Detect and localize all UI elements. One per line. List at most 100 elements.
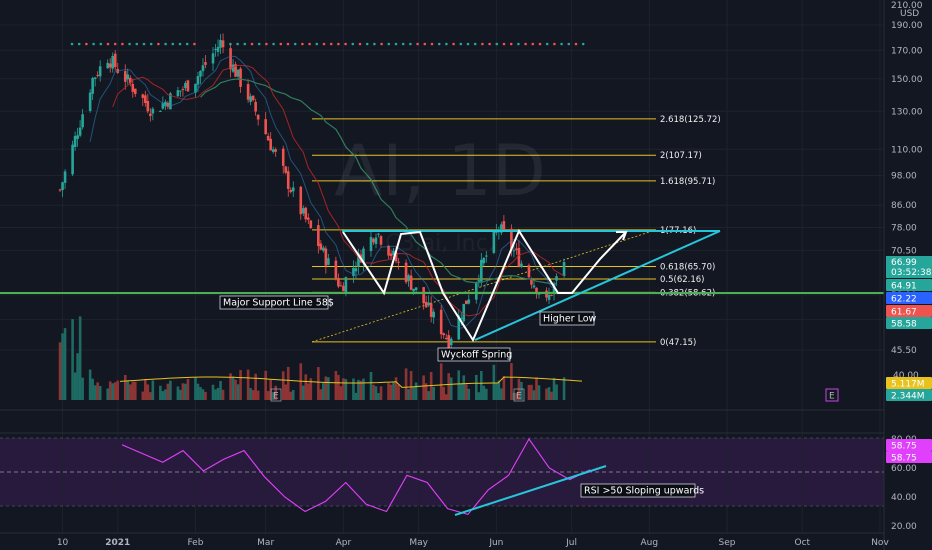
- candle-body: [211, 53, 215, 64]
- signal-dot: [286, 42, 290, 46]
- wyckoff-annotation-box: [437, 347, 511, 362]
- earnings-upcoming-marker: E: [825, 388, 839, 402]
- candle-body: [249, 96, 252, 102]
- volume-bar: [229, 373, 232, 400]
- volume-bar: [527, 384, 531, 400]
- fib-label: 2(107.17): [660, 151, 702, 161]
- rsi-ma-badge-bg: [886, 451, 932, 463]
- volume-bar: [409, 371, 413, 400]
- candle-body: [369, 236, 373, 252]
- higher-low-annotation: Higher Low: [539, 311, 597, 326]
- volume-bar: [337, 374, 340, 400]
- signal-dot: [553, 42, 556, 46]
- signal-dot: [423, 42, 427, 46]
- volume-bar: [324, 376, 328, 400]
- support-annotation: Major Support Line 58$: [219, 295, 334, 310]
- rsi-badge-bg: [886, 439, 932, 451]
- volume-bar: [108, 381, 112, 400]
- candle-body: [304, 207, 308, 220]
- signal-dot: [387, 42, 391, 46]
- earnings-marker-text: E: [516, 392, 522, 402]
- support-annotation-text: Major Support Line 58$: [223, 298, 334, 309]
- candle-body: [520, 263, 523, 267]
- candle-body: [477, 280, 481, 282]
- candle-body: [126, 74, 130, 80]
- candle-body: [459, 317, 463, 319]
- earnings-marker-box: [513, 388, 525, 402]
- volume-bar: [264, 370, 267, 400]
- volume-bar: [81, 377, 84, 400]
- candle-body: [123, 71, 127, 82]
- signal-dot: [229, 42, 232, 46]
- volume-bar: [359, 380, 363, 400]
- volume-bar: [184, 383, 187, 400]
- signal-dot: [481, 42, 484, 46]
- candle-body: [407, 275, 410, 281]
- candle-body: [444, 337, 448, 339]
- signal-dot: [308, 42, 311, 46]
- price-badge-text: 64.91: [891, 282, 917, 292]
- signal-dot: [178, 42, 182, 46]
- volume-bar: [352, 378, 355, 400]
- volume-bar: [354, 392, 358, 400]
- price-badge-bg: [886, 279, 932, 291]
- volume-bar: [362, 378, 365, 400]
- candle-body: [510, 228, 513, 250]
- volume-bar: [394, 377, 398, 400]
- pattern-zigzag: [342, 228, 627, 343]
- volume-bar: [389, 384, 393, 400]
- volume-bar: [404, 368, 408, 400]
- volume-bar: [239, 370, 242, 400]
- candle-body: [357, 253, 360, 267]
- price-badge-bg: [886, 292, 932, 304]
- signal-dot: [416, 42, 419, 46]
- candle-body: [108, 63, 112, 68]
- price-tick-label: 150.00: [891, 75, 923, 85]
- volume-badge-bg: [886, 389, 932, 401]
- time-tick-label: 2021: [105, 538, 130, 548]
- signal-dot: [473, 42, 477, 46]
- volume-bar: [196, 383, 200, 400]
- volume-ma-badge-bg: [886, 377, 932, 389]
- volume-badge-text: 2.344M: [891, 392, 925, 402]
- volume-bars: [58, 316, 583, 400]
- volume-bar: [128, 384, 132, 400]
- volume-bar: [286, 366, 290, 400]
- volume-bar: [126, 380, 130, 400]
- candle-body: [412, 288, 415, 292]
- volume-bar: [106, 388, 110, 400]
- rsi-annotation-text: RSI >50 Sloping upwards: [584, 486, 704, 497]
- candle-body: [374, 237, 378, 244]
- candle-body: [166, 102, 170, 107]
- higher-low-annotation-box: [539, 311, 595, 326]
- volume-bar: [113, 382, 117, 400]
- candle-body: [133, 88, 137, 94]
- candle-body: [344, 277, 348, 294]
- volume-bar: [562, 377, 566, 400]
- signal-dot: [272, 42, 275, 46]
- candle-body: [184, 82, 187, 89]
- candle-body: [194, 83, 197, 93]
- candle-body: [392, 250, 395, 255]
- candle-body: [397, 261, 400, 263]
- candle-body: [389, 253, 393, 257]
- volume-bar: [372, 384, 375, 400]
- candle-body: [424, 301, 428, 308]
- volume-bar: [61, 333, 64, 400]
- signal-dots: [70, 42, 585, 46]
- candle-body: [73, 135, 77, 148]
- signal-dot: [502, 42, 506, 46]
- volume-bar: [133, 381, 137, 400]
- pattern-arrow: [616, 231, 628, 241]
- time-tick-label: Oct: [794, 538, 810, 548]
- candle-body: [334, 260, 338, 279]
- volume-bar: [123, 375, 127, 400]
- candle-body: [284, 166, 288, 173]
- signal-dot: [581, 42, 585, 46]
- candle-body: [216, 46, 220, 52]
- volume-bar: [547, 387, 551, 400]
- volume-bar: [412, 386, 415, 400]
